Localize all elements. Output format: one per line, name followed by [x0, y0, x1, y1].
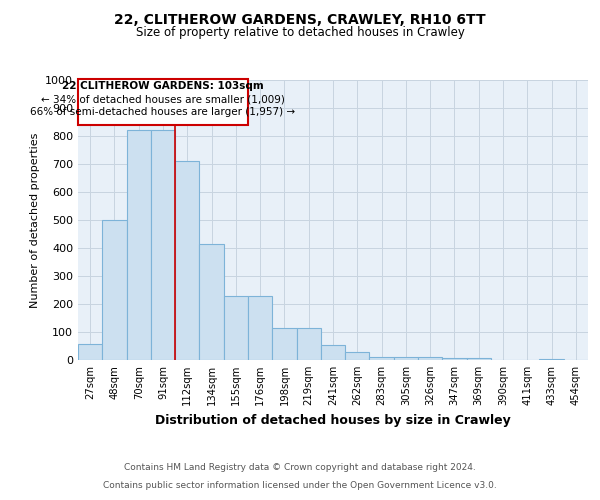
Text: ← 34% of detached houses are smaller (1,009): ← 34% of detached houses are smaller (1,…	[41, 94, 285, 104]
Bar	[175, 161, 199, 360]
Bar	[199, 244, 224, 360]
Bar	[272, 328, 296, 360]
Text: 66% of semi-detached houses are larger (1,957) →: 66% of semi-detached houses are larger (…	[31, 107, 296, 117]
Bar	[127, 130, 151, 360]
Bar	[224, 296, 248, 360]
Bar	[296, 328, 321, 360]
Text: 22, CLITHEROW GARDENS, CRAWLEY, RH10 6TT: 22, CLITHEROW GARDENS, CRAWLEY, RH10 6TT	[114, 12, 486, 26]
Bar	[370, 356, 394, 360]
Text: 22 CLITHEROW GARDENS: 103sqm: 22 CLITHEROW GARDENS: 103sqm	[62, 81, 264, 91]
Bar	[539, 358, 564, 360]
Text: Contains HM Land Registry data © Crown copyright and database right 2024.: Contains HM Land Registry data © Crown c…	[124, 464, 476, 472]
Bar	[151, 130, 175, 360]
Bar	[418, 357, 442, 360]
Text: Contains public sector information licensed under the Open Government Licence v3: Contains public sector information licen…	[103, 481, 497, 490]
Bar	[467, 358, 491, 360]
X-axis label: Distribution of detached houses by size in Crawley: Distribution of detached houses by size …	[155, 414, 511, 426]
Bar	[394, 356, 418, 360]
Bar	[345, 352, 370, 360]
Bar	[102, 220, 127, 360]
Y-axis label: Number of detached properties: Number of detached properties	[29, 132, 40, 308]
Text: Size of property relative to detached houses in Crawley: Size of property relative to detached ho…	[136, 26, 464, 39]
Bar	[442, 358, 467, 360]
Bar	[248, 296, 272, 360]
Bar	[321, 344, 345, 360]
Bar	[78, 78, 248, 125]
Bar	[78, 344, 102, 360]
